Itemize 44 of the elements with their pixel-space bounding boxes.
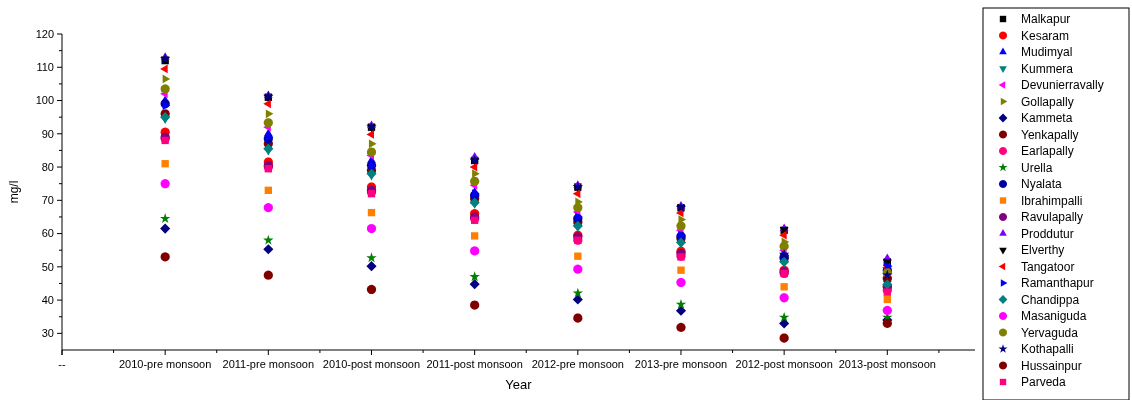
- legend-label: Kammeta: [1021, 111, 1073, 126]
- x-axis-title: Year: [505, 377, 533, 392]
- y-tick-label: 30: [41, 327, 54, 340]
- legend-label: Yervaguda: [1021, 325, 1079, 340]
- legend-label: Kummera: [1021, 61, 1074, 76]
- legend-label: Parveda: [1021, 375, 1067, 390]
- legend-label: Nyalata: [1021, 177, 1063, 192]
- y-tick-label: 70: [41, 194, 54, 207]
- legend-label: Malkapur: [1021, 12, 1071, 27]
- y-tick-label: 100: [35, 94, 54, 107]
- y-axis-title: mg/l: [7, 180, 21, 204]
- x-tick-label: 2012-pre monsoon: [531, 358, 624, 370]
- x-tick-label: --: [58, 358, 66, 370]
- legend-label: Ravulapally: [1021, 210, 1084, 225]
- legend-label: Gollapally: [1021, 94, 1074, 109]
- x-tick-label: 2011-post monsoon: [426, 358, 523, 370]
- legend-label: Hussainpur: [1021, 358, 1082, 373]
- legend-label: Tangatoor: [1021, 259, 1075, 274]
- legend-label: Chandippa: [1021, 292, 1080, 307]
- y-tick-label: 40: [41, 293, 54, 306]
- legend-label: Ramanthapur: [1021, 276, 1094, 291]
- y-tick-label: 90: [41, 127, 54, 140]
- legend-label: Earlapally: [1021, 144, 1074, 159]
- legend-label: Devunierravally: [1021, 78, 1104, 93]
- y-tick-label: 50: [41, 260, 54, 273]
- legend-label: Ibrahimpalli: [1021, 193, 1083, 208]
- x-tick-label: 2013-pre monsoon: [634, 358, 728, 370]
- y-tick-label: 120: [35, 27, 54, 40]
- legend-label: Kesaram: [1021, 28, 1070, 43]
- legend-label: Elverthy: [1021, 243, 1065, 258]
- legend-label: Mudimyal: [1021, 45, 1073, 60]
- legend-label: Yenkapally: [1021, 127, 1079, 142]
- y-tick-label: 60: [41, 227, 54, 240]
- y-tick-label: 110: [36, 61, 54, 74]
- legend-label: Kothapalli: [1021, 342, 1074, 357]
- legend-label: Proddutur: [1021, 226, 1074, 241]
- legend-label: Urella: [1021, 160, 1053, 175]
- x-tick-label: 2012-post monsoon: [735, 358, 833, 370]
- legend-label: Masaniguda: [1021, 309, 1087, 324]
- y-tick-label: 80: [41, 160, 54, 173]
- x-tick-label: 2011-pre monsoon: [222, 358, 315, 370]
- x-tick-label: 2013-post monsoon: [838, 358, 936, 370]
- x-tick-label: 2010-pre monsoon: [118, 358, 212, 370]
- x-tick-label: 2010-post monsoon: [322, 358, 421, 370]
